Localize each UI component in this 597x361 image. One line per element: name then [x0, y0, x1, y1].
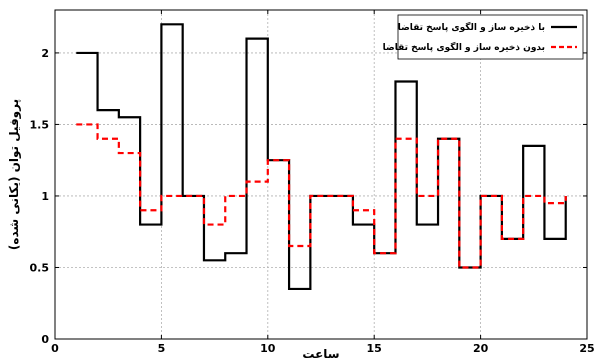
legend-box — [397, 14, 584, 60]
series-layer — [76, 23, 567, 291]
y-tick-label: 0.5 — [30, 261, 50, 274]
legend-label-1: با ذخیره ساز و الگوی پاسخ تقاضا — [398, 21, 545, 33]
x-tick-label: 15 — [367, 342, 382, 355]
y-tick-label: 0 — [41, 333, 49, 346]
x-tick-label: 20 — [473, 342, 489, 355]
ticks: 0 5 10 15 20 25 0 0.5 1 1.5 2 — [30, 10, 595, 355]
y-tick-label: 1 — [41, 190, 49, 203]
y-tick-label: 2 — [41, 47, 49, 60]
legend: با ذخیره ساز و الگوی پاسخ تقاضا بدون ذخیر… — [383, 14, 584, 60]
x-tick-label: 25 — [579, 342, 594, 355]
series-line-2 — [76, 123, 567, 269]
legend-label-2: بدون ذخیره ساز و الگوی پاسخ تقاضا — [383, 41, 545, 53]
x-tick-label: 10 — [260, 342, 276, 355]
y-tick-label: 1.5 — [30, 118, 50, 131]
x-axis-label: ساعت — [302, 347, 339, 361]
y-axis-label: پروفیل توان (یکانی شده) — [7, 99, 22, 250]
x-tick-label: 5 — [158, 342, 166, 355]
plot-frame — [54, 9, 588, 340]
x-tick-label: 0 — [51, 342, 59, 355]
